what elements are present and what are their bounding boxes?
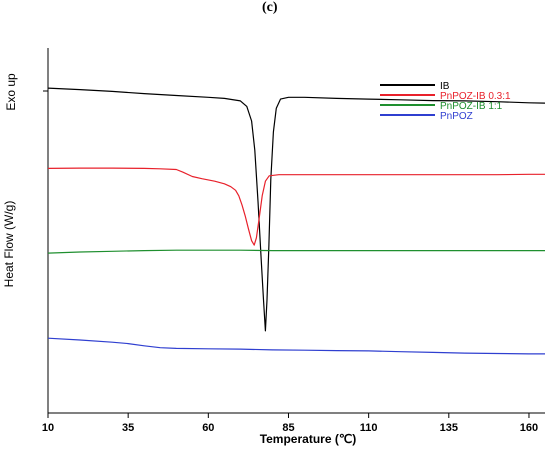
series-line-1 bbox=[47, 167, 545, 246]
x-tick-label: 135 bbox=[440, 422, 458, 434]
series-line-0 bbox=[47, 87, 546, 332]
x-tick-label: 60 bbox=[202, 422, 214, 434]
legend-label: PnPOZ-IB 1:1 bbox=[440, 101, 503, 112]
legend-label: IB bbox=[440, 81, 450, 92]
x-axis-label: Temperature (℃) bbox=[260, 432, 357, 446]
legend-label: PnPOZ-IB 0.3:1 bbox=[440, 91, 511, 102]
legend-label: PnPOZ bbox=[440, 111, 473, 122]
x-tick-label: 35 bbox=[122, 422, 134, 434]
series-line-2 bbox=[47, 249, 545, 254]
x-tick-label: 85 bbox=[282, 422, 294, 434]
axes bbox=[43, 48, 545, 414]
x-ticks: 10 35 60 85 110 135 160 bbox=[42, 413, 538, 434]
series-line-3 bbox=[47, 337, 545, 355]
panel-label: (c) bbox=[262, 0, 278, 15]
x-tick-label: 110 bbox=[360, 422, 378, 434]
series-lines bbox=[47, 87, 546, 355]
y-axis-label: Heat Flow (W/g) bbox=[2, 201, 16, 288]
x-tick-label: 160 bbox=[520, 422, 538, 434]
x-tick-label: 10 bbox=[42, 422, 54, 434]
exo-up-label: Exo up bbox=[4, 73, 18, 111]
